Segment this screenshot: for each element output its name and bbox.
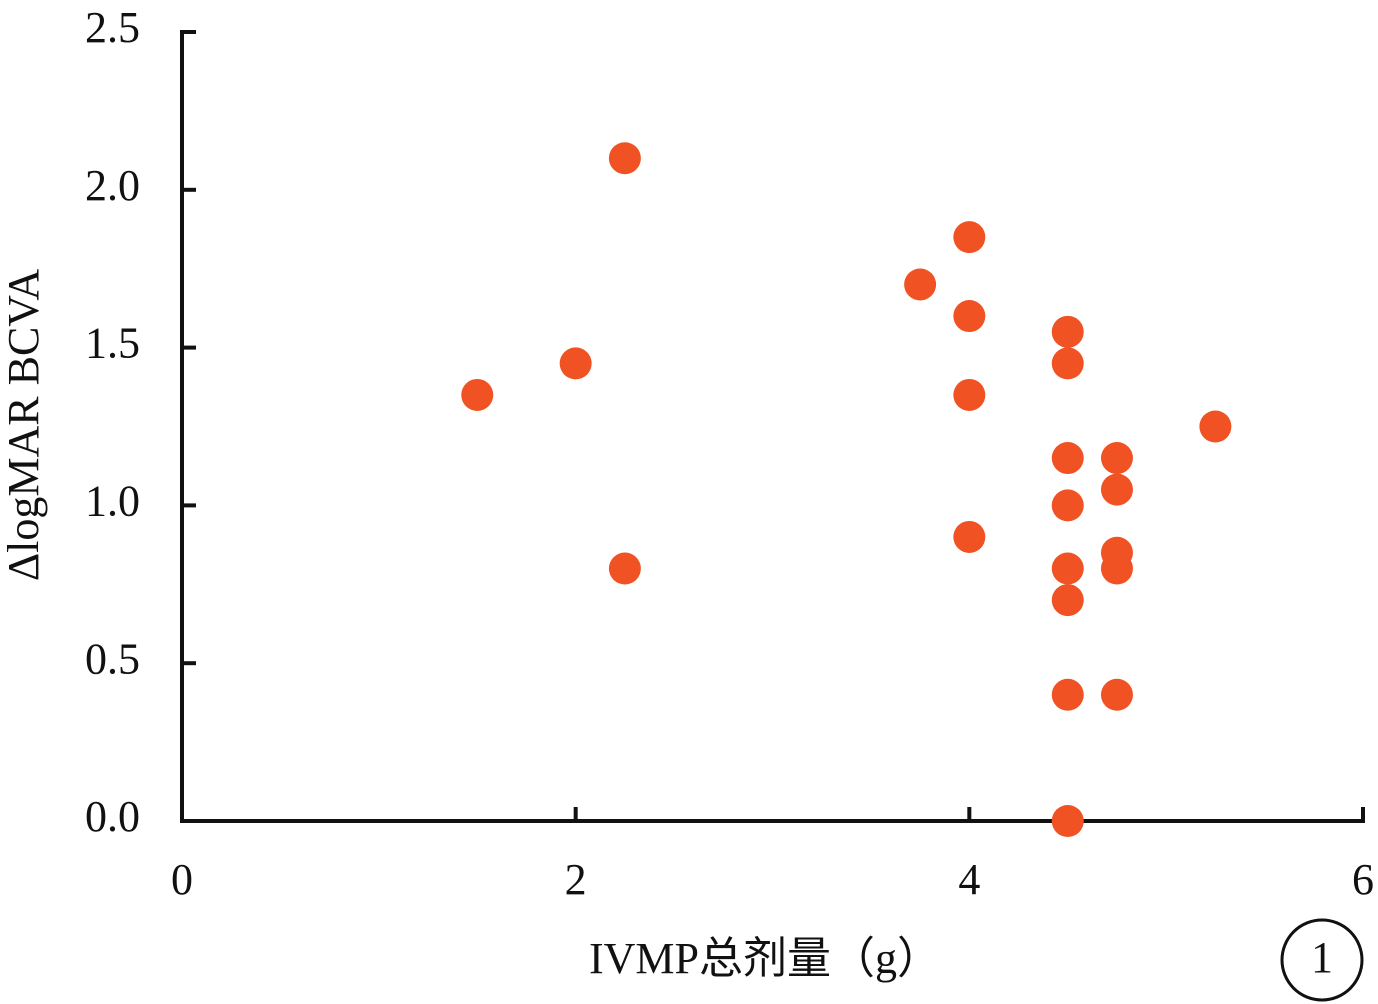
point <box>953 520 986 553</box>
point <box>953 221 986 254</box>
y-axis-label: ΔlogMAR BCVA <box>0 269 48 582</box>
point <box>1051 347 1084 380</box>
point <box>1051 678 1084 711</box>
point <box>559 347 592 380</box>
annotation-circle <box>1280 918 1364 1002</box>
point <box>953 378 986 411</box>
x-tick-label: 4 <box>958 855 980 904</box>
point <box>1051 315 1084 348</box>
x-axis-label: IVMP总剂量（g） <box>589 934 941 983</box>
x-tick-label: 0 <box>171 855 193 904</box>
point <box>1100 678 1133 711</box>
point <box>1051 552 1084 585</box>
x-tick-label: 2 <box>565 855 587 904</box>
point <box>1100 552 1133 585</box>
y-tick-label: 1.5 <box>85 319 140 368</box>
point <box>1051 442 1084 475</box>
point <box>461 378 494 411</box>
y-tick-label: 0.0 <box>85 792 140 841</box>
point <box>1100 473 1133 506</box>
point <box>953 300 986 333</box>
point <box>1051 489 1084 522</box>
y-tick-label: 0.5 <box>85 634 140 683</box>
point <box>608 552 641 585</box>
point <box>904 268 937 301</box>
point <box>1051 584 1084 617</box>
y-tick-label: 1.0 <box>85 476 140 525</box>
y-tick-label: 2.0 <box>85 161 140 210</box>
x-tick-label: 6 <box>1352 855 1374 904</box>
point <box>1199 410 1232 443</box>
y-tick-label: 2.5 <box>85 3 140 52</box>
point <box>1100 442 1133 475</box>
point <box>608 142 641 175</box>
point <box>1051 805 1084 837</box>
annotation: 1 <box>1311 933 1333 982</box>
